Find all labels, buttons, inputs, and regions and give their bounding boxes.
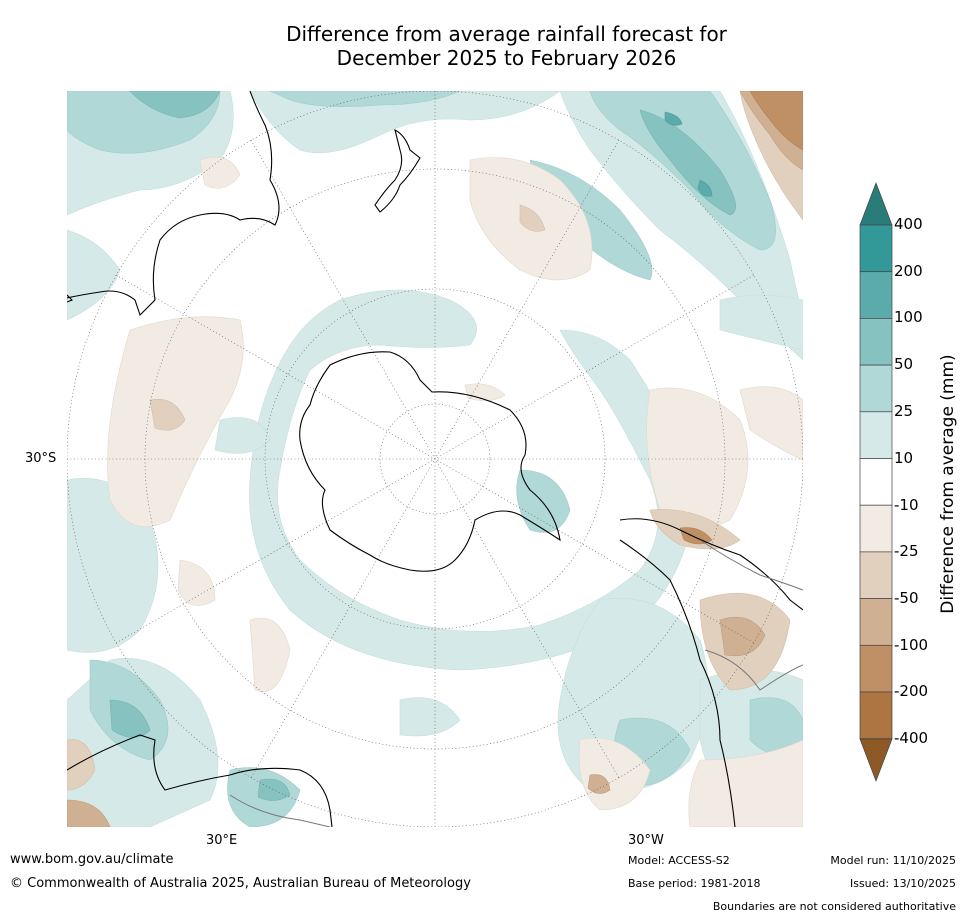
- map-frame: [67, 91, 803, 827]
- title-line-1: Difference from average rainfall forecas…: [286, 22, 727, 46]
- australia-coastline: [67, 91, 280, 317]
- colorbar-bin: [859, 551, 893, 599]
- colorbar-bin: [859, 598, 893, 646]
- colorbar-extend-top: [859, 182, 893, 226]
- anomaly-minus-100-200: [679, 91, 803, 545]
- colorbar-bin: [859, 318, 893, 366]
- south-america-coastline: [619, 518, 803, 827]
- lat-label-30s: 30°S: [25, 451, 57, 466]
- graticule: [67, 91, 803, 827]
- colorbar-extend-bottom: [859, 738, 893, 782]
- colorbar-tick: -50: [894, 589, 919, 607]
- colorbar-tick: 200: [894, 262, 923, 280]
- footer-copyright: © Commonwealth of Australia 2025, Austra…: [10, 876, 471, 891]
- tasmania-coastline: [67, 294, 73, 303]
- colorbar-bin: [859, 458, 893, 506]
- colorbar-bin: [859, 644, 893, 693]
- antarctica-coastline: [299, 351, 561, 572]
- colorbar-title: Difference from average (mm): [938, 354, 958, 614]
- colorbar-tick: 25: [894, 402, 914, 420]
- colorbar-tick: -10: [894, 496, 919, 514]
- colorbar-bin: [859, 224, 893, 273]
- anomaly-100-200: [664, 111, 713, 197]
- footer-model: Model: ACCESS-S2: [628, 854, 730, 867]
- footer-issued: Issued: 13/10/2025: [849, 877, 956, 890]
- africa-coastline: [67, 734, 333, 827]
- colorbar-tick: -200: [894, 682, 929, 700]
- lon-label-30w: 30°W: [628, 833, 664, 848]
- colorbar-tick: -25: [894, 542, 919, 560]
- footer-website: www.bom.gov.au/climate: [10, 852, 174, 867]
- lon-label-30e: 30°E: [206, 833, 238, 848]
- colorbar-tick: 10: [894, 449, 914, 467]
- colorbar-tick: 50: [894, 355, 914, 373]
- colorbar-tick: 100: [894, 308, 923, 326]
- colorbar: [859, 182, 893, 782]
- country-boundaries: [229, 539, 803, 827]
- new-zealand-coastline: [374, 128, 421, 213]
- chart-title: Difference from average rainfall forecas…: [0, 22, 965, 70]
- colorbar-bin: [859, 691, 893, 740]
- anomaly-50-100: [109, 91, 736, 801]
- footer-disclaimer: Boundaries are not considered authoritat…: [712, 900, 956, 913]
- colorbar-bin: [859, 364, 893, 413]
- colorbar-tick: 400: [894, 215, 923, 233]
- colorbar-bin: [859, 411, 893, 459]
- footer-model-run: Model run: 11/10/2025: [830, 854, 956, 867]
- coastlines: [67, 91, 803, 827]
- colorbar-tick: -100: [894, 636, 929, 654]
- colorbar-tick: -400: [894, 729, 929, 747]
- title-line-2: December 2025 to February 2026: [336, 46, 677, 70]
- colorbar-bin: [859, 271, 893, 319]
- footer-base-period: Base period: 1981-2018: [628, 877, 761, 890]
- colorbar-bin: [859, 504, 893, 553]
